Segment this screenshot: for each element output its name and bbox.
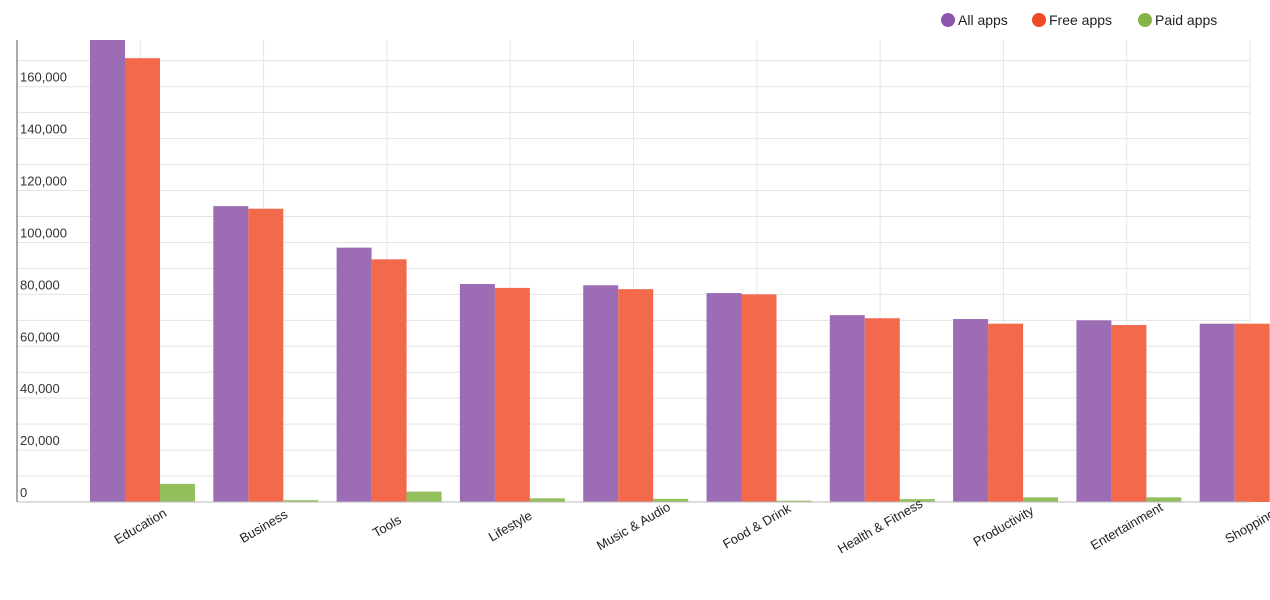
bar-all-apps-entertainment[interactable] [1076,320,1112,502]
legend-item-paid-apps[interactable]: Paid apps [1138,12,1217,28]
bar-free-apps-productivity[interactable] [988,323,1024,502]
bar-paid-apps-food-drink[interactable] [776,500,812,502]
legend-label: Paid apps [1155,12,1217,28]
x-tick-label: Entertainment [1088,499,1166,553]
axes [16,40,1250,503]
bar-all-apps-health-fitness[interactable] [829,315,865,502]
bar-free-apps-music-audio[interactable] [618,289,654,502]
y-tick-label: 80,000 [20,277,60,292]
y-tick-label: 120,000 [20,174,67,189]
bars [90,40,1270,502]
legend-swatch [1138,13,1152,27]
y-axis-ticks: 0 20,000 40,000 60,000 80,000 100,000 120,000 1… [20,70,67,500]
x-tick-label: Education [111,505,169,547]
bar-paid-apps-lifestyle[interactable] [529,498,565,502]
bar-all-apps-shopping[interactable] [1199,323,1235,502]
y-tick-label: 140,000 [20,122,67,137]
x-tick-label: Lifestyle [486,508,535,545]
legend: All apps Free apps Paid apps [941,12,1217,28]
bar-paid-apps-productivity[interactable] [1023,497,1059,502]
bar-paid-apps-tools[interactable] [406,491,442,502]
legend-item-all-apps[interactable]: All apps [941,12,1008,28]
y-tick-label: 0 [20,485,27,500]
bar-free-apps-lifestyle[interactable] [494,287,530,502]
bar-free-apps-food-drink[interactable] [741,294,777,502]
y-tick-label: 60,000 [20,329,60,344]
x-tick-label: Productivity [971,503,1037,550]
legend-label: All apps [958,12,1008,28]
bar-all-apps-tools[interactable] [336,247,372,502]
bar-all-apps-food-drink[interactable] [706,293,742,502]
x-tick-label: Health & Fitness [835,496,926,557]
y-tick-label: 20,000 [20,433,60,448]
bar-all-apps-lifestyle[interactable] [459,283,495,502]
bar-free-apps-tools[interactable] [371,259,407,502]
x-tick-label: Tools [370,512,404,540]
legend-item-free-apps[interactable]: Free apps [1032,12,1112,28]
bar-free-apps-shopping[interactable] [1234,323,1270,502]
legend-swatch [1032,13,1046,27]
y-tick-label: 160,000 [20,70,67,85]
bar-all-apps-business[interactable] [213,206,249,502]
bar-paid-apps-education[interactable] [160,483,195,502]
bar-free-apps-health-fitness[interactable] [864,318,900,502]
x-tick-label: Business [237,506,291,546]
bar-all-apps-music-audio[interactable] [583,285,619,502]
x-axis-ticks: Education Business Tools Lifestyle Music & A… [111,496,1270,557]
bar-paid-apps-music-audio[interactable] [653,498,689,502]
x-tick-label: Music & Audio [594,499,673,553]
x-tick-label: Shopping [1222,506,1270,546]
bar-free-apps-education[interactable] [125,58,160,502]
bar-all-apps-productivity[interactable] [953,319,989,502]
y-tick-label: 100,000 [20,225,67,240]
bar-free-apps-business[interactable] [248,208,284,502]
bar-all-apps-education[interactable] [90,40,125,502]
bar-free-apps-entertainment[interactable] [1111,324,1147,502]
legend-swatch [941,13,955,27]
bar-paid-apps-entertainment[interactable] [1146,497,1182,502]
bar-paid-apps-business[interactable] [283,500,319,502]
bar-paid-apps-health-fitness[interactable] [899,499,935,502]
legend-label: Free apps [1049,12,1112,28]
x-tick-label: Food & Drink [720,500,794,551]
y-tick-label: 40,000 [20,381,60,396]
